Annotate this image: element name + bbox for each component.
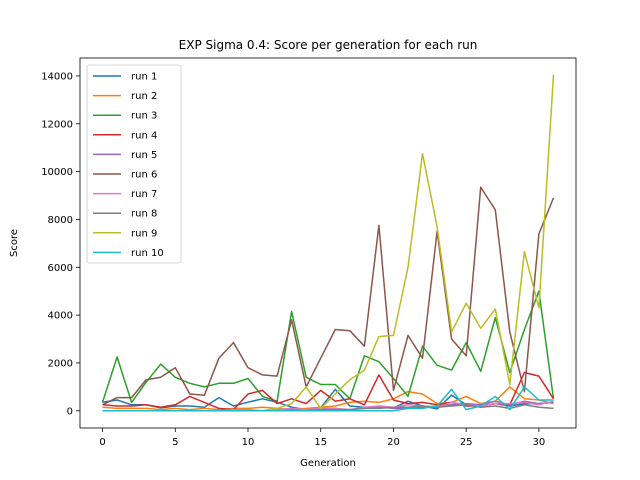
x-tick-label: 30 xyxy=(533,437,546,448)
legend-label-run-1: run 1 xyxy=(131,72,157,83)
y-tick-label: 4000 xyxy=(48,311,73,322)
series-line-run-2 xyxy=(102,386,554,411)
legend-label-run-8: run 8 xyxy=(131,209,157,220)
x-tick-label: 0 xyxy=(99,437,105,448)
y-tick-label: 14000 xyxy=(41,71,73,82)
legend-label-run-4: run 4 xyxy=(131,130,157,141)
legend-label-run-2: run 2 xyxy=(131,91,157,102)
series-line-run-3 xyxy=(101,290,555,404)
plot-frame xyxy=(79,57,577,429)
legend-label-run-9: run 9 xyxy=(131,228,157,239)
y-tick-label: 10000 xyxy=(41,167,73,178)
series-line-run-6 xyxy=(102,186,555,406)
x-tick-label: 25 xyxy=(460,437,473,448)
x-axis-ticks: 0 5 10 15 20 25 30 xyxy=(99,428,545,448)
legend: run 1 run 2 run 3 run 4 run 5 run 6 run 7 run 8… xyxy=(86,64,182,264)
y-axis-label: Score xyxy=(9,229,20,257)
x-tick-label: 5 xyxy=(172,437,178,448)
legend-label-run-5: run 5 xyxy=(131,150,157,161)
chart-title: EXP Sigma 0.4: Score per generation for … xyxy=(179,38,478,52)
y-tick-label: 12000 xyxy=(41,119,73,130)
y-tick-label: 0 xyxy=(67,406,73,417)
legend-label-run-7: run 7 xyxy=(131,189,157,200)
x-tick-label: 20 xyxy=(387,437,400,448)
series-line-run-10 xyxy=(102,386,554,412)
legend-label-run-6: run 6 xyxy=(131,170,157,181)
legend-label-run-3: run 3 xyxy=(131,111,157,122)
y-tick-label: 6000 xyxy=(48,263,73,274)
y-tick-label: 8000 xyxy=(48,215,73,226)
x-axis-label: Generation xyxy=(300,458,356,469)
y-tick-label: 2000 xyxy=(48,358,73,369)
legend-label-run-10: run 10 xyxy=(131,248,164,259)
y-axis-ticks: 0 2000 4000 6000 8000 10000 12000 14000 xyxy=(41,71,80,417)
x-tick-label: 15 xyxy=(314,437,327,448)
series-layer xyxy=(101,74,555,412)
x-tick-label: 10 xyxy=(242,437,255,448)
